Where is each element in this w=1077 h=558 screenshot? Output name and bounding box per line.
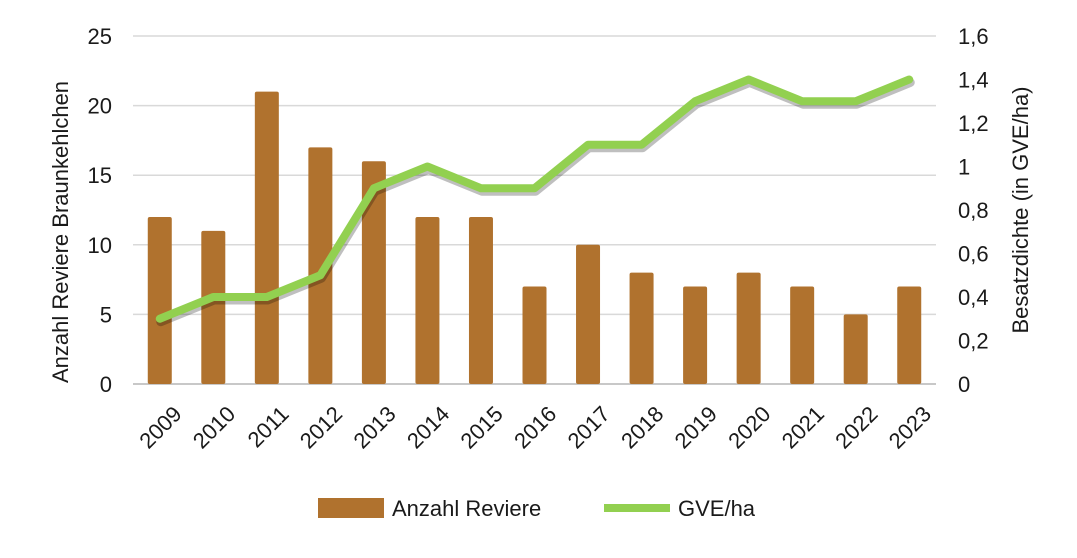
legend-swatch-bars bbox=[318, 498, 384, 518]
y-tick-label: 20 bbox=[88, 94, 112, 119]
bar-2019 bbox=[683, 287, 707, 384]
bar-2009 bbox=[148, 217, 172, 384]
y2-tick-label: 0,2 bbox=[958, 329, 989, 354]
x-tick-label: 2017 bbox=[563, 401, 615, 453]
x-tick-label: 2013 bbox=[348, 401, 400, 453]
y2-tick-label: 0,6 bbox=[958, 242, 989, 267]
x-tick-label: 2015 bbox=[456, 401, 508, 453]
y-tick-label: 0 bbox=[100, 372, 112, 397]
bar-2017 bbox=[576, 245, 600, 384]
y2-tick-label: 1 bbox=[958, 155, 970, 180]
y2-tick-label: 0,4 bbox=[958, 285, 989, 310]
y2-tick-label: 0 bbox=[958, 372, 970, 397]
bars bbox=[148, 92, 921, 384]
x-tick-label: 2012 bbox=[295, 401, 347, 453]
x-tick-label: 2019 bbox=[670, 401, 722, 453]
y-tick-label: 15 bbox=[88, 163, 112, 188]
legend: Anzahl Reviere GVE/ha bbox=[318, 496, 756, 521]
bar-2014 bbox=[415, 217, 439, 384]
x-tick-label: 2020 bbox=[723, 401, 775, 453]
x-tick-label: 2022 bbox=[830, 401, 882, 453]
bar-2022 bbox=[844, 314, 868, 384]
x-tick-label: 2010 bbox=[188, 401, 240, 453]
bar-2018 bbox=[630, 273, 654, 384]
bar-2016 bbox=[523, 287, 547, 384]
x-tick-label: 2016 bbox=[509, 401, 561, 453]
x-tick-label: 2021 bbox=[777, 401, 829, 453]
y2-tick-label: 1,4 bbox=[958, 68, 989, 93]
y2-tick-label: 1,2 bbox=[958, 111, 989, 136]
bar-2015 bbox=[469, 217, 493, 384]
x-tick-label: 2018 bbox=[616, 401, 668, 453]
x-tick-label: 2014 bbox=[402, 401, 454, 453]
x-tick-label: 2011 bbox=[243, 401, 294, 452]
legend-label-bars: Anzahl Reviere bbox=[392, 496, 541, 521]
y2-tick-label: 1,6 bbox=[958, 24, 989, 49]
y-tick-label: 5 bbox=[100, 302, 112, 327]
y2-tick-label: 0,8 bbox=[958, 198, 989, 223]
left-axis-label: Anzahl Reviere Braunkehlchen bbox=[48, 81, 73, 383]
x-tick-label: 2009 bbox=[134, 401, 186, 453]
bar-2023 bbox=[897, 287, 921, 384]
bar-2011 bbox=[255, 92, 279, 384]
bar-2021 bbox=[790, 287, 814, 384]
bar-2020 bbox=[737, 273, 761, 384]
right-axis-ticks: 0 0,2 0,4 0,6 0,8 1 1,2 1,4 1,6 bbox=[958, 24, 989, 397]
y-tick-label: 10 bbox=[88, 233, 112, 258]
x-tick-label: 2023 bbox=[884, 401, 936, 453]
left-axis-ticks: 0 5 10 15 20 25 bbox=[88, 24, 112, 397]
legend-label-line: GVE/ha bbox=[678, 496, 756, 521]
right-axis-label: Besatzdichte (in GVE/ha) bbox=[1008, 86, 1033, 333]
y-tick-label: 25 bbox=[88, 24, 112, 49]
